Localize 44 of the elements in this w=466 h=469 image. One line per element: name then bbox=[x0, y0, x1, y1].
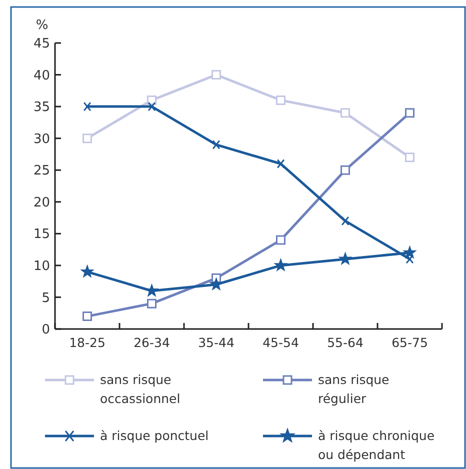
x-tick-label: 45-54 bbox=[262, 335, 299, 350]
point bbox=[404, 246, 416, 258]
y-tick-label: 35 bbox=[33, 100, 50, 116]
y-tick-label: 40 bbox=[33, 68, 50, 84]
point bbox=[81, 265, 94, 278]
point bbox=[341, 216, 350, 226]
point bbox=[405, 152, 414, 162]
x-tick-label: 55-64 bbox=[327, 335, 364, 350]
point bbox=[340, 165, 350, 175]
legend-label: sans risque occassionnel bbox=[100, 372, 180, 406]
point bbox=[147, 298, 156, 308]
point bbox=[405, 108, 414, 118]
y-tick-label: 20 bbox=[33, 195, 50, 210]
x-tick-label: 35-44 bbox=[198, 335, 234, 350]
point bbox=[82, 134, 92, 144]
y-tick-label: 45 bbox=[33, 36, 50, 52]
point bbox=[406, 254, 414, 264]
x-tick-label: 26-34 bbox=[134, 335, 170, 350]
x-tick-label: 65-75 bbox=[392, 335, 428, 350]
point bbox=[274, 258, 287, 271]
point bbox=[340, 108, 350, 118]
point bbox=[147, 95, 156, 105]
point bbox=[210, 278, 222, 290]
legend-label: à risque chronique ou dépendant bbox=[318, 428, 435, 462]
y-tick-label: 25 bbox=[33, 164, 50, 179]
y-axis-title: % bbox=[36, 18, 48, 33]
point bbox=[146, 284, 158, 296]
point bbox=[276, 159, 285, 169]
point bbox=[82, 312, 92, 322]
legend-label: sans risque régulier bbox=[318, 372, 390, 406]
point bbox=[212, 70, 221, 80]
y-tick-label: 5 bbox=[42, 290, 50, 306]
point bbox=[148, 102, 156, 112]
legend-label: à risque ponctuel bbox=[100, 428, 209, 443]
y-tick-label: 30 bbox=[33, 132, 50, 147]
y-tick-label: 10 bbox=[33, 258, 50, 274]
y-tick-label: 15 bbox=[33, 227, 50, 242]
x-tick-label: 18-25 bbox=[69, 335, 106, 350]
point bbox=[339, 252, 352, 264]
point bbox=[212, 140, 220, 150]
y-tick-label: 0 bbox=[42, 322, 50, 338]
point bbox=[276, 95, 286, 105]
point bbox=[276, 235, 286, 245]
point bbox=[83, 102, 92, 112]
